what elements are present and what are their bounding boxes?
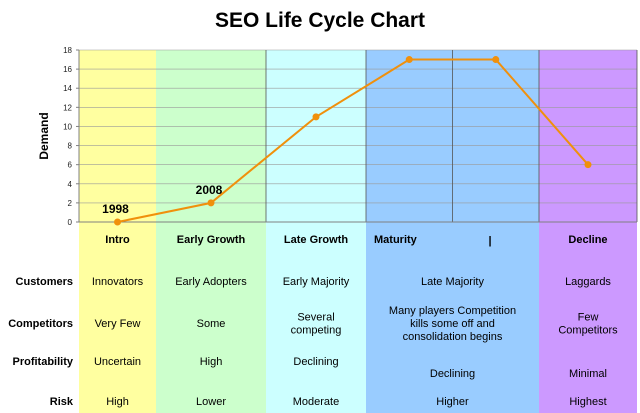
cell-profitability-late-growth: Declining (293, 356, 338, 368)
cell-competitors-early-growth: Some (197, 318, 226, 330)
chart-title: SEO Life Cycle Chart (214, 9, 426, 32)
y-tick-label: 14 (63, 84, 72, 93)
cell-competitors-decline: Competitors (558, 325, 618, 337)
data-point (405, 56, 413, 64)
demand-line (117, 58, 589, 223)
cell-risk-late-growth: Moderate (293, 396, 339, 408)
data-point (312, 113, 320, 121)
stage-title-late-growth: Late Growth (284, 234, 348, 246)
data-point (584, 161, 592, 169)
y-tick-label: 2 (68, 199, 73, 208)
cell-customers-early-growth: Early Adopters (175, 276, 247, 288)
y-tick-label: 6 (68, 161, 73, 170)
row-label-profitability: Profitability (12, 356, 73, 368)
cell-risk-maturity: Higher (436, 396, 469, 408)
data-point (492, 56, 500, 64)
cell-customers-maturity: Late Majority (421, 276, 484, 288)
cell-competitors-maturity: Many players Competition (389, 305, 516, 317)
cell-customers-decline: Laggards (565, 276, 611, 288)
y-tick-label: 4 (68, 180, 73, 189)
row-label-customers: Customers (16, 276, 73, 288)
cell-profitability-decline: Minimal (569, 368, 607, 380)
cell-risk-intro: High (106, 396, 129, 408)
cell-competitors-decline: Few (578, 312, 599, 324)
y-axis-label: Demand (37, 112, 51, 159)
y-tick-label: 0 (68, 218, 73, 227)
cell-competitors-late-growth: Several (297, 312, 334, 324)
cell-risk-early-growth: Lower (196, 396, 226, 408)
cell-customers-late-growth: Early Majority (283, 276, 350, 288)
cell-profitability-maturity: Declining (430, 368, 475, 380)
y-tick-label: 10 (63, 122, 72, 131)
data-point (114, 218, 121, 226)
cell-customers-intro: Innovators (92, 276, 144, 288)
stage-band-late-growth (266, 50, 366, 413)
y-tick-label: 12 (63, 103, 72, 112)
y-tick-label: 8 (68, 142, 73, 151)
stage-title-decline: Decline (568, 234, 607, 246)
point-label: 1998 (102, 202, 129, 216)
point-label: 2008 (196, 183, 223, 197)
stage-band-decline (539, 50, 637, 413)
data-point (207, 199, 215, 207)
row-label-risk: Risk (50, 396, 74, 408)
cell-profitability-intro: Uncertain (94, 356, 141, 368)
y-tick-label: 18 (63, 46, 72, 55)
stage-band-intro (79, 50, 156, 413)
row-label-competitors: Competitors (8, 318, 73, 330)
y-tick-label: 16 (63, 65, 72, 74)
cell-competitors-intro: Very Few (95, 318, 141, 330)
stage-title-early-growth: Early Growth (177, 234, 246, 246)
stage-band-early-growth (156, 50, 266, 413)
cell-competitors-maturity: consolidation begins (403, 331, 503, 343)
cell-profitability-early-growth: High (200, 356, 223, 368)
cell-competitors-late-growth: competing (291, 325, 342, 337)
stage-title-maturity: Maturity (374, 234, 418, 246)
cell-risk-decline: Highest (569, 396, 606, 408)
stage-title-intro: Intro (105, 234, 130, 246)
cell-competitors-maturity: kills some off and (410, 318, 495, 330)
stage-divider-mark: | (488, 235, 491, 247)
